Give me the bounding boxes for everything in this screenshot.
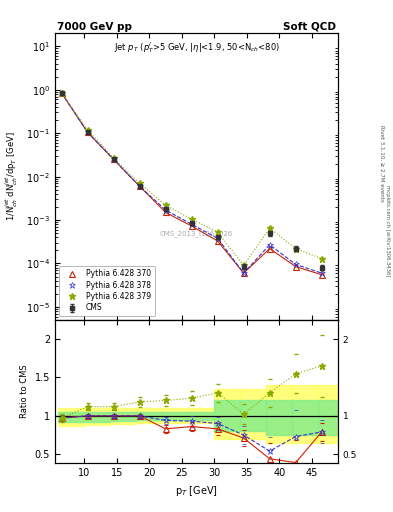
Pythia 6.428 378 [85, 129, 90, 135]
Pythia 6.428 378 [293, 262, 298, 268]
Pythia 6.428 378 [59, 90, 64, 96]
Pythia 6.428 370 [111, 156, 116, 162]
Pythia 6.428 379 [320, 255, 324, 262]
Pythia 6.428 379 [215, 229, 220, 235]
Legend: Pythia 6.428 370, Pythia 6.428 378, Pythia 6.428 379, CMS: Pythia 6.428 370, Pythia 6.428 378, Pyth… [59, 266, 154, 316]
Pythia 6.428 378 [215, 235, 220, 241]
Pythia 6.428 379 [241, 263, 246, 269]
Pythia 6.428 370 [189, 223, 194, 229]
Text: Rivet 3.1.10, ≥ 2.7M events: Rivet 3.1.10, ≥ 2.7M events [380, 125, 384, 202]
Pythia 6.428 379 [59, 90, 64, 96]
Line: Pythia 6.428 370: Pythia 6.428 370 [59, 90, 325, 278]
Pythia 6.428 379 [293, 246, 298, 252]
Pythia 6.428 378 [320, 270, 324, 276]
Line: Pythia 6.428 378: Pythia 6.428 378 [58, 90, 325, 276]
Text: mcplots.cern.ch [arXiv:1306.3436]: mcplots.cern.ch [arXiv:1306.3436] [386, 185, 390, 276]
Pythia 6.428 370 [137, 183, 142, 189]
Pythia 6.428 370 [59, 90, 64, 96]
Pythia 6.428 378 [137, 183, 142, 189]
Pythia 6.428 379 [85, 126, 90, 133]
Text: CMS_2013_I1261026: CMS_2013_I1261026 [160, 230, 233, 238]
Pythia 6.428 370 [241, 270, 246, 276]
Text: 7000 GeV pp: 7000 GeV pp [57, 22, 132, 32]
Pythia 6.428 370 [293, 264, 298, 270]
Pythia 6.428 379 [111, 155, 116, 161]
Pythia 6.428 379 [163, 202, 168, 208]
Pythia 6.428 379 [137, 180, 142, 186]
Pythia 6.428 378 [111, 156, 116, 162]
Pythia 6.428 378 [163, 207, 168, 213]
Pythia 6.428 370 [163, 209, 168, 216]
Y-axis label: Ratio to CMS: Ratio to CMS [20, 365, 29, 418]
Pythia 6.428 378 [267, 242, 272, 248]
Text: Soft QCD: Soft QCD [283, 22, 336, 32]
Pythia 6.428 379 [189, 216, 194, 222]
Pythia 6.428 370 [215, 238, 220, 244]
Y-axis label: 1/N$_{ch}^{jet}$ dN$_{ch}^{jet}$/dp$_T$ [GeV]: 1/N$_{ch}^{jet}$ dN$_{ch}^{jet}$/dp$_T$ … [4, 132, 20, 222]
Pythia 6.428 378 [189, 221, 194, 227]
Text: Jet $p_T$ ($p_T^l$>5 GeV, |$\eta$|<1.9, 50<N$_{ch}$<80): Jet $p_T$ ($p_T^l$>5 GeV, |$\eta$|<1.9, … [114, 40, 279, 55]
Pythia 6.428 370 [85, 129, 90, 135]
Pythia 6.428 370 [267, 246, 272, 252]
Pythia 6.428 378 [241, 270, 246, 276]
X-axis label: p$_T$ [GeV]: p$_T$ [GeV] [175, 484, 218, 498]
Line: Pythia 6.428 379: Pythia 6.428 379 [58, 90, 325, 269]
Pythia 6.428 370 [320, 272, 324, 278]
Pythia 6.428 379 [267, 225, 272, 231]
